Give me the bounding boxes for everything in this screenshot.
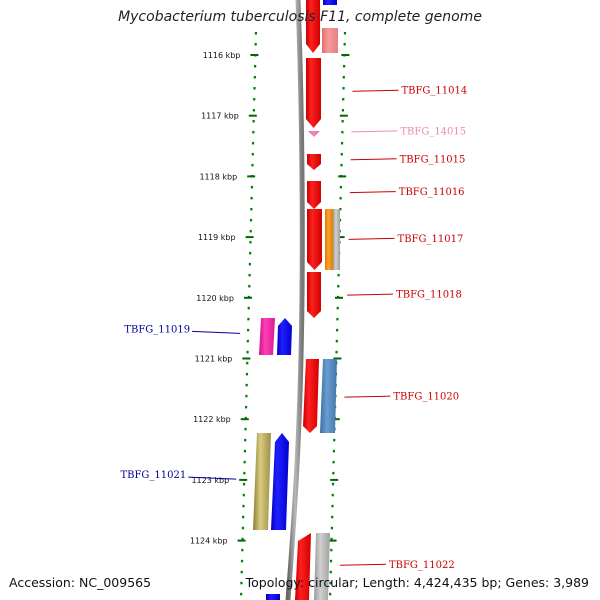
gene-label: TBFG_14015 xyxy=(400,126,466,137)
gene-label: TBFG_11017 xyxy=(398,234,464,245)
gene-feature xyxy=(306,0,320,53)
label-leader-line xyxy=(348,237,395,240)
gene-feature xyxy=(277,318,292,355)
gene-label: TBFG_11021 xyxy=(120,470,186,481)
gene-label: TBFG_11016 xyxy=(399,187,465,198)
gene-feature xyxy=(253,433,271,530)
tick-label: 1119 kbp xyxy=(198,233,236,242)
scale-ticks: 1116 kbp 1117 kbp 1118 kbp 1119 kbp 1120 kbp… xyxy=(190,51,350,546)
gene-feature xyxy=(308,131,320,137)
gene-feature xyxy=(320,359,337,433)
gene-label: TBFG_11018 xyxy=(396,290,462,301)
gene-feature xyxy=(314,533,330,600)
label-leader-line xyxy=(339,563,386,566)
tick-label: 1120 kbp xyxy=(196,294,234,303)
gene-label: TBFG_11015 xyxy=(400,154,466,165)
gene-feature xyxy=(307,209,322,270)
gene-feature xyxy=(306,58,321,128)
genome-backbone xyxy=(285,0,305,600)
gene-label: TBFG_11020 xyxy=(393,392,459,403)
forward-features xyxy=(295,0,340,600)
tick-label: 1116 kbp xyxy=(203,51,241,60)
label-leader-line xyxy=(347,293,394,296)
tick-label: 1121 kbp xyxy=(195,355,233,364)
gene-feature xyxy=(323,0,337,5)
accession-text: Accession: NC_009565 xyxy=(9,575,152,590)
gene-label: TBFG_11022 xyxy=(389,560,455,571)
tick-label: 1122 kbp xyxy=(193,415,231,424)
gene-feature xyxy=(322,28,338,53)
gene-label: TBFG_11014 xyxy=(401,86,467,97)
gene-feature xyxy=(325,209,333,270)
gene-feature xyxy=(307,272,321,318)
gene-feature xyxy=(303,359,319,433)
reverse-features xyxy=(253,318,292,600)
gene-feature xyxy=(307,181,321,209)
label-leader-line xyxy=(192,330,241,334)
tick-label: 1123 kbp xyxy=(191,476,229,485)
scale-dots xyxy=(239,31,347,600)
label-leader-line xyxy=(352,89,399,92)
genome-info-text: Topology: circular; Length: 4,424,435 bp… xyxy=(245,575,589,590)
label-leader-line xyxy=(351,130,398,133)
genome-title: Mycobacterium tuberculosis F11, complete… xyxy=(118,9,482,25)
gene-labels: TBFG_11014 TBFG_14015 TBFG_11015 TBFG_11016… xyxy=(120,86,467,571)
tick-label: 1117 kbp xyxy=(201,112,239,121)
gene-feature xyxy=(333,209,340,270)
label-leader-line xyxy=(350,158,397,161)
tick-label: 1118 kbp xyxy=(199,172,237,181)
gene-feature xyxy=(271,433,289,530)
label-leader-line xyxy=(344,395,391,398)
gene-feature xyxy=(295,533,311,600)
label-leader-line xyxy=(349,191,396,194)
gene-label: TBFG_11019 xyxy=(124,324,190,335)
gene-feature xyxy=(259,318,275,355)
gene-feature xyxy=(266,594,280,600)
gene-feature xyxy=(307,154,321,170)
label-leader-line xyxy=(188,476,237,480)
tick-label: 1124 kbp xyxy=(190,537,228,546)
